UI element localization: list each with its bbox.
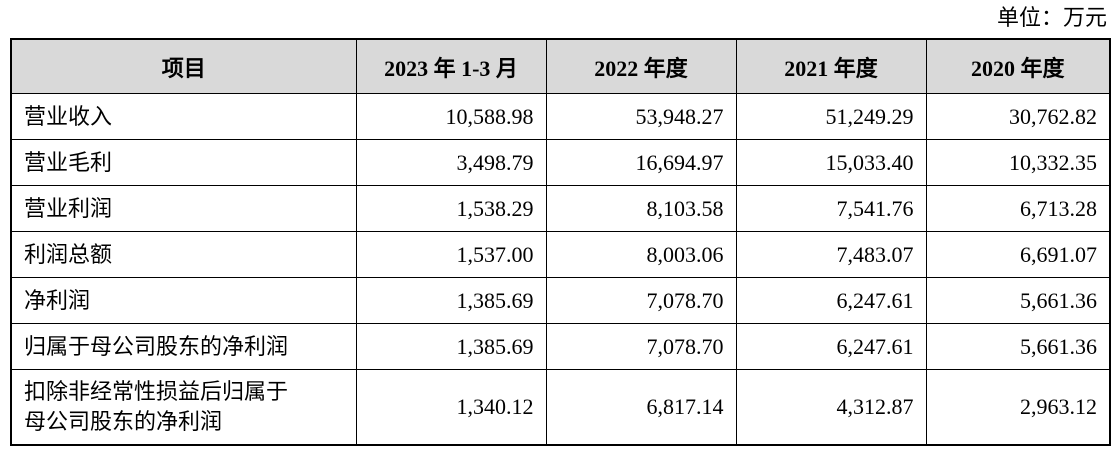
value-cell: 1,385.69 xyxy=(355,277,547,324)
row-label: 营业毛利 xyxy=(10,139,357,186)
header-cell: 项目 xyxy=(10,38,357,94)
value-cell: 1,385.69 xyxy=(355,323,547,370)
row-label: 扣除非经常性损益后归属于 母公司股东的净利润 xyxy=(10,369,357,446)
row-label: 营业收入 xyxy=(10,93,357,140)
table-body: 营业收入 10,588.98 53,948.27 51,249.29 30,762.82… xyxy=(10,93,1111,446)
value-cell: 6,691.07 xyxy=(925,231,1111,278)
value-cell: 6,247.61 xyxy=(735,277,927,324)
value-cell: 3,498.79 xyxy=(355,139,547,186)
value-cell: 8,003.06 xyxy=(545,231,737,278)
value-cell: 51,249.29 xyxy=(735,93,927,140)
table-row: 扣除非经常性损益后归属于 母公司股东的净利润 1,340.12 6,817.14 4,3… xyxy=(10,369,1111,446)
value-cell: 7,483.07 xyxy=(735,231,927,278)
value-cell: 4,312.87 xyxy=(735,369,927,446)
row-label: 营业利润 xyxy=(10,185,357,232)
value-cell: 10,588.98 xyxy=(355,93,547,140)
label-line: 扣除非经常性损益后归属于 xyxy=(24,379,289,404)
value-cell: 53,948.27 xyxy=(545,93,737,140)
table-header: 项目 2023 年 1-3 月 2022 年度 2021 年度 2020 年度 xyxy=(10,38,1111,94)
table-row: 营业利润 1,538.29 8,103.58 7,541.76 6,713.28 xyxy=(10,185,1111,232)
value-cell: 6,247.61 xyxy=(735,323,927,370)
label-line: 母公司股东的净利润 xyxy=(24,409,223,434)
header-cell: 2021 年度 xyxy=(735,38,927,94)
table-row: 归属于母公司股东的净利润 1,385.69 7,078.70 6,247.61 5,66… xyxy=(10,323,1111,370)
row-label: 净利润 xyxy=(10,277,357,324)
value-cell: 6,817.14 xyxy=(545,369,737,446)
value-cell: 7,541.76 xyxy=(735,185,927,232)
table-row: 营业收入 10,588.98 53,948.27 51,249.29 30,762.82 xyxy=(10,93,1111,140)
value-cell: 15,033.40 xyxy=(735,139,927,186)
label-line: 营业毛利 xyxy=(24,149,113,175)
label-line: 营业利润 xyxy=(24,195,113,221)
label-line: 净利润 xyxy=(24,287,91,313)
table-row: 净利润 1,385.69 7,078.70 6,247.61 5,661.36 xyxy=(10,277,1111,324)
value-cell: 7,078.70 xyxy=(545,277,737,324)
value-cell: 5,661.36 xyxy=(925,323,1111,370)
data-table: 项目 2023 年 1-3 月 2022 年度 2021 年度 2020 年度 营业收入… xyxy=(10,38,1111,446)
label-line: 营业收入 xyxy=(24,103,113,129)
header-cell: 2023 年 1-3 月 xyxy=(355,38,547,94)
value-cell: 1,538.29 xyxy=(355,185,547,232)
label-line: 归属于母公司股东的净利润 xyxy=(24,333,289,359)
value-cell: 16,694.97 xyxy=(545,139,737,186)
header-cell: 2022 年度 xyxy=(545,38,737,94)
header-cell: 2020 年度 xyxy=(925,38,1111,94)
value-cell: 1,340.12 xyxy=(355,369,547,446)
header-row: 项目 2023 年 1-3 月 2022 年度 2021 年度 2020 年度 xyxy=(10,38,1111,94)
value-cell: 5,661.36 xyxy=(925,277,1111,324)
value-cell: 2,963.12 xyxy=(925,369,1111,446)
row-label: 归属于母公司股东的净利润 xyxy=(10,323,357,370)
label-line: 利润总额 xyxy=(24,241,113,267)
table-row: 营业毛利 3,498.79 16,694.97 15,033.40 10,332.35 xyxy=(10,139,1111,186)
value-cell: 8,103.58 xyxy=(545,185,737,232)
value-cell: 1,537.00 xyxy=(355,231,547,278)
value-cell: 6,713.28 xyxy=(925,185,1111,232)
table-row: 利润总额 1,537.00 8,003.06 7,483.07 6,691.07 xyxy=(10,231,1111,278)
value-cell: 10,332.35 xyxy=(925,139,1111,186)
unit-note: 单位：万元 xyxy=(996,5,1107,30)
row-label: 利润总额 xyxy=(10,231,357,278)
value-cell: 7,078.70 xyxy=(545,323,737,370)
value-cell: 30,762.82 xyxy=(925,93,1111,140)
